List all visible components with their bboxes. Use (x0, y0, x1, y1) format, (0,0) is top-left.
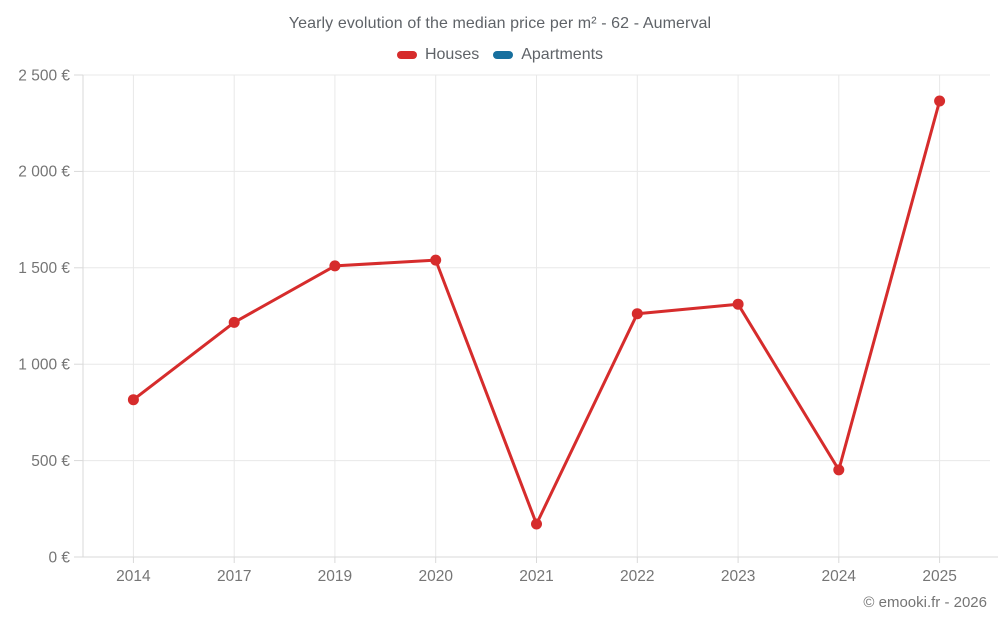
y-tick-label: 2 000 € (18, 164, 70, 181)
houses-data-point[interactable] (127, 394, 139, 406)
apartments-legend-swatch (493, 51, 514, 59)
y-tick-label: 500 € (31, 453, 70, 470)
y-tick-label: 1 000 € (18, 356, 70, 373)
houses-data-point[interactable] (631, 308, 643, 320)
x-tick-label: 2025 (922, 568, 956, 585)
y-tick-label: 0 € (48, 549, 70, 566)
houses-legend-swatch (396, 51, 417, 59)
x-tick-label: 2014 (116, 568, 151, 585)
apartments-legend-label: Apartments (521, 46, 604, 63)
x-tick-label: 2021 (519, 568, 553, 585)
x-tick-label: 2019 (318, 568, 352, 585)
legend: Houses Apartments (0, 46, 1000, 64)
legend-item-apartments[interactable]: Apartments (493, 46, 603, 64)
houses-legend-label: Houses (424, 46, 480, 63)
legend-item-houses[interactable]: Houses (396, 46, 480, 64)
x-tick-label: 2017 (217, 568, 251, 585)
x-tick-label: 2022 (620, 568, 654, 585)
x-tick-label: 2024 (822, 568, 857, 585)
houses-data-point[interactable] (329, 260, 341, 272)
houses-data-point[interactable] (934, 95, 946, 107)
houses-data-point[interactable] (531, 518, 542, 530)
x-tick-label: 2023 (721, 568, 755, 585)
chart-title: Yearly evolution of the median price per… (288, 15, 712, 32)
y-tick-label: 2 500 € (18, 67, 70, 84)
x-tick-label: 2020 (418, 568, 453, 585)
copyright-note: © emooki.fr - 2026 (863, 594, 987, 611)
houses-data-point[interactable] (732, 298, 744, 310)
houses-data-point[interactable] (833, 464, 845, 476)
y-tick-label: 1 500 € (18, 260, 70, 277)
houses-data-point[interactable] (430, 254, 442, 266)
houses-data-point[interactable] (228, 316, 240, 328)
